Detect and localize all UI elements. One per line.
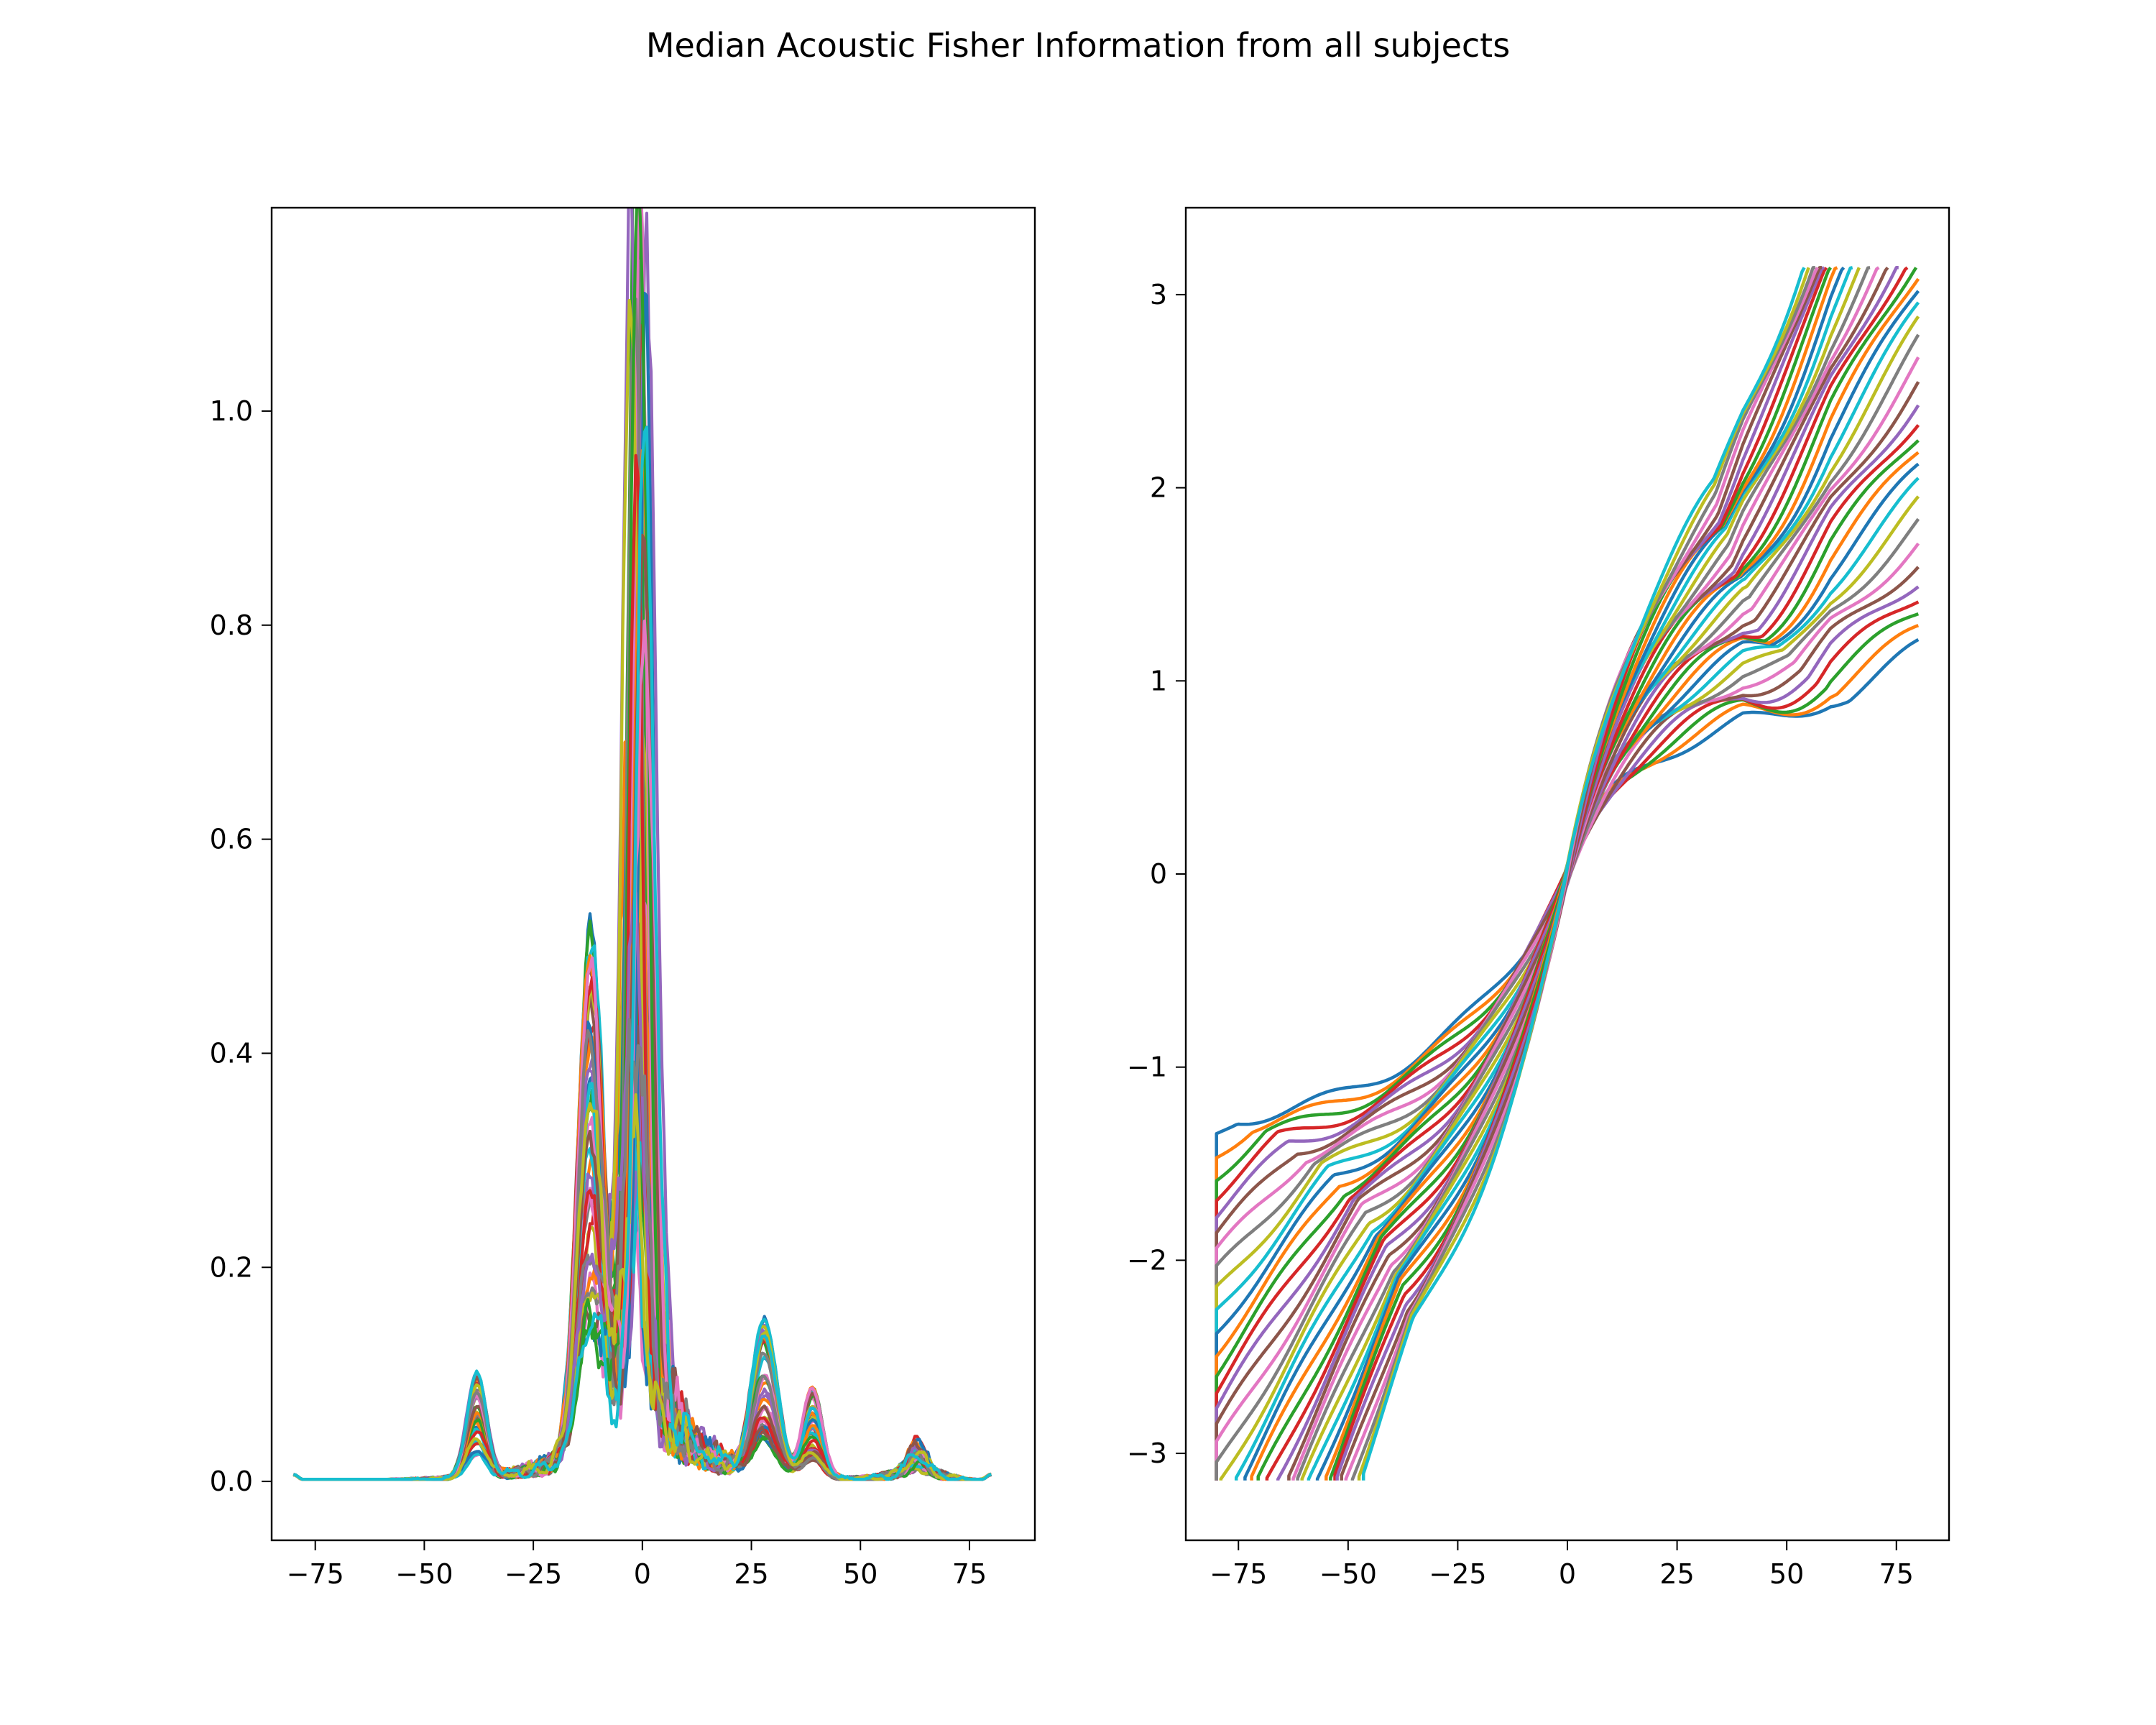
x-tick-label: −50 [395, 1558, 453, 1590]
x-tick-label: 50 [1769, 1558, 1804, 1590]
y-tick-label: 0.8 [210, 610, 253, 641]
x-tick-label: −75 [287, 1558, 344, 1590]
y-tick-label: 2 [1150, 472, 1167, 504]
right-cumulative-plot: −75 −50 −25 0 25 50 75 −3 −2 −1 0 1 2 3 [1127, 206, 1950, 1590]
series-line [1215, 495, 1920, 1481]
x-tick-label: 50 [843, 1558, 877, 1590]
x-tick-label: 25 [1659, 1558, 1694, 1590]
x-tick-label: 0 [1559, 1558, 1576, 1590]
left-fisher-information-plot: −75 −50 −25 0 25 50 75 0.0 0.2 0.4 0.6 0.8 1.0 [210, 206, 1036, 1590]
x-tick-label: 0 [634, 1558, 651, 1590]
x-tick-label: 75 [952, 1558, 987, 1590]
y-tick-label: 0.6 [210, 824, 253, 855]
x-tick-label: 25 [734, 1558, 768, 1590]
y-tick-label: −1 [1127, 1052, 1167, 1083]
y-tick-label: 3 [1150, 279, 1167, 310]
series-line [1215, 624, 1920, 1481]
series-line [1215, 612, 1920, 1481]
series-line [1215, 566, 1920, 1481]
figure-title: Median Acoustic Fisher Information from … [645, 26, 1511, 65]
y-tick-label: 0.4 [210, 1037, 253, 1069]
series-line [1340, 266, 1823, 1481]
y-tick-label: 0.0 [210, 1466, 253, 1497]
series-line [1333, 267, 1828, 1481]
series-line [1215, 542, 1920, 1481]
series-line [1276, 266, 1899, 1481]
series-line [292, 426, 992, 1481]
y-tick-label: 1.0 [210, 395, 253, 427]
axes-frame [1184, 206, 1950, 1542]
series-line [1215, 518, 1920, 1481]
x-tick-label: −50 [1319, 1558, 1377, 1590]
y-tick-label: −3 [1127, 1438, 1167, 1469]
x-tick-label: 75 [1879, 1558, 1914, 1590]
x-tick-label: −75 [1210, 1558, 1267, 1590]
series-line [1361, 267, 1806, 1481]
series-line [1287, 266, 1889, 1481]
series-line [1215, 404, 1920, 1481]
series-line [1215, 381, 1920, 1481]
series-line [1335, 266, 1825, 1481]
x-tick-label: −25 [1429, 1558, 1486, 1590]
axes-frame [270, 206, 1036, 1542]
y-tick-label: 1 [1150, 665, 1167, 696]
series-line [1215, 638, 1920, 1481]
y-tick-label: 0.2 [210, 1251, 253, 1283]
y-tick-label: −2 [1127, 1244, 1167, 1276]
series-line [1215, 423, 1920, 1481]
y-tick-label: 0 [1150, 858, 1167, 890]
x-tick-label: −25 [505, 1558, 562, 1590]
